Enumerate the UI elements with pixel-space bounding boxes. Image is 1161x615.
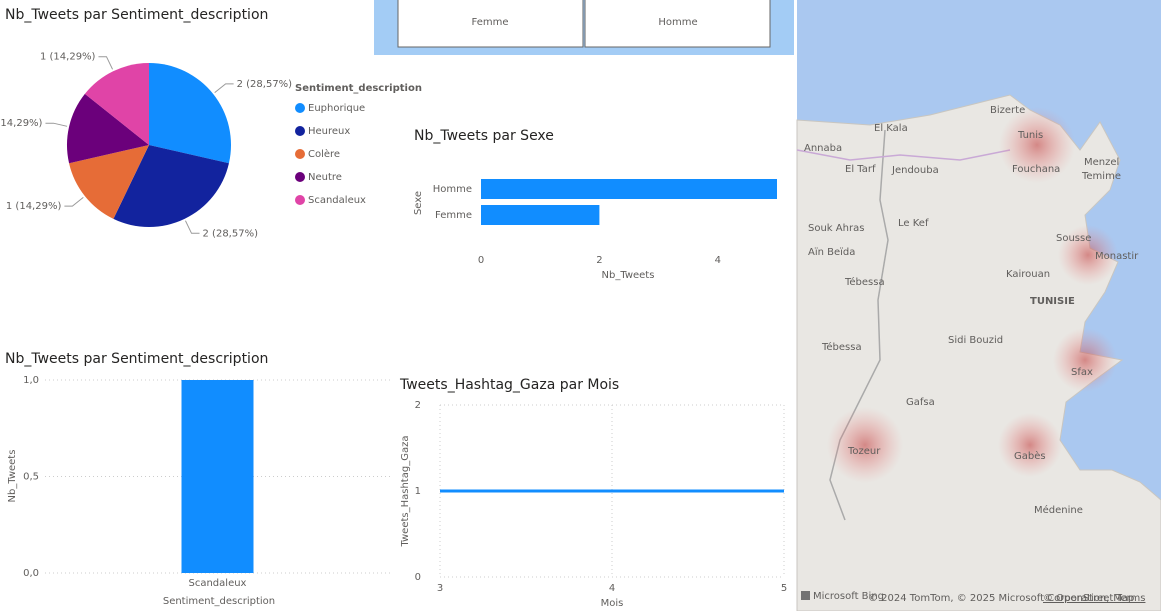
slicer-option[interactable]: Femme	[472, 17, 509, 28]
x-tick-label: 5	[781, 583, 787, 594]
map-place: Tébessa	[821, 341, 862, 353]
border	[829, 129, 889, 521]
legend-marker	[295, 103, 305, 113]
map-place: Aïn Beïda	[808, 247, 855, 258]
y-tick-label: 2	[415, 400, 421, 411]
y-tick-label: Femme	[435, 210, 472, 221]
legend-label: Heureux	[308, 126, 350, 137]
y-tick-label: 1	[415, 486, 421, 497]
map-place: Monastir	[1095, 251, 1139, 262]
map-place: El Tarf	[845, 164, 876, 175]
x-tick-label: 2	[596, 255, 602, 266]
chart-title: Tweets_Hashtag_Gaza par Mois	[399, 377, 619, 393]
map: Microsoft Bing © 2024 TomTom, © 2025 Mic…	[796, 0, 1161, 612]
heat-spot	[998, 413, 1062, 477]
legend-marker	[295, 149, 305, 159]
map-place: Gafsa	[906, 397, 935, 408]
y-axis-label: Nb_Tweets	[7, 450, 18, 503]
slicer-option[interactable]: Homme	[658, 17, 697, 28]
bar	[481, 205, 600, 225]
map-provider: Microsoft Bing	[813, 591, 884, 602]
data-label: 2 (28,57%)	[237, 79, 293, 90]
map-place: Kairouan	[1006, 269, 1050, 280]
map-link[interactable]: © OpenStreetMap	[1043, 593, 1134, 604]
data-label: 2 (28,57%)	[203, 228, 259, 239]
slicer-button[interactable]	[584, 0, 771, 48]
map-place: Gabès	[1014, 450, 1046, 462]
data-label: 1 (14,29%)	[6, 201, 62, 212]
map-place: Tunis	[1017, 130, 1043, 141]
legend-marker	[295, 126, 305, 136]
legend-title: Sentiment_description	[295, 83, 422, 94]
pie-slice	[66, 93, 149, 164]
legend-label: Colère	[308, 148, 340, 160]
map-place: Fouchana	[1012, 164, 1060, 175]
map-place: Sidi Bouzid	[948, 335, 1003, 346]
map-place: Sfax	[1071, 367, 1093, 378]
map-place: El Kala	[874, 123, 908, 134]
pie-slice	[149, 63, 231, 164]
x-tick-label: 4	[715, 255, 721, 266]
heat-spot	[999, 107, 1075, 183]
legend-label: Scandaleux	[308, 195, 366, 206]
leader-line	[98, 56, 114, 70]
map-place: Tébessa	[844, 276, 885, 288]
map-place: Souk Ahras	[808, 223, 864, 234]
x-axis-label: Sentiment_description	[163, 596, 275, 607]
slicer-button[interactable]	[397, 0, 584, 48]
leader-line	[64, 196, 84, 207]
pie-slice	[84, 63, 149, 145]
heat-spot	[827, 407, 903, 483]
legend-marker	[295, 172, 305, 182]
land	[796, 94, 1161, 612]
map-place: Menzel	[1084, 157, 1119, 168]
heat-spot	[1053, 328, 1117, 392]
x-tick-label: 4	[609, 583, 615, 594]
x-tick-label: 3	[437, 583, 443, 594]
map-place: TUNISIE	[1030, 296, 1075, 307]
map-place: Jendouba	[891, 165, 939, 176]
x-axis-label: Mois	[601, 598, 624, 609]
heat-spot	[1058, 225, 1118, 285]
data-label: 1 (14,29%)	[40, 52, 96, 63]
map-link[interactable]: Terms	[1115, 593, 1145, 604]
y-axis-label: Sexe	[413, 191, 424, 215]
road	[796, 149, 1011, 161]
legend-label: Neutre	[308, 172, 342, 183]
x-tick-label: Scandaleux	[189, 578, 247, 589]
y-axis-label: Tweets_Hashtag_Gaza	[400, 436, 411, 548]
map-place: Tozeur	[847, 446, 881, 457]
bar	[481, 179, 777, 199]
slicer: Femme Homme	[374, 0, 794, 55]
pie-slice	[69, 145, 149, 219]
chart-title: Nb_Tweets par Sexe	[414, 128, 554, 144]
leader-line	[45, 122, 68, 127]
data-label: 1 (14,29%)	[0, 118, 43, 129]
map-place: Sousse	[1056, 233, 1091, 244]
legend-label: Euphorique	[308, 103, 365, 114]
map-place: Le Kef	[898, 218, 929, 229]
map-place: Temime	[1081, 171, 1121, 182]
bar	[181, 380, 254, 573]
legend-marker	[295, 195, 305, 205]
pie-slice	[113, 145, 229, 227]
y-tick-label: 0,5	[23, 472, 39, 483]
chart-title: Nb_Tweets par Sentiment_description	[5, 7, 268, 23]
y-tick-label: 1,0	[23, 375, 39, 386]
y-tick-label: 0	[415, 572, 421, 583]
map-attribution: © 2024 TomTom, © 2025 Microsoft Corporat…	[868, 593, 1109, 604]
leader-line	[214, 83, 234, 94]
map-place: Annaba	[804, 143, 842, 154]
map-place: Bizerte	[990, 105, 1025, 116]
y-tick-label: Homme	[433, 184, 472, 195]
bing-logo	[801, 591, 810, 600]
chart-title: Nb_Tweets par Sentiment_description	[5, 351, 268, 367]
x-axis-label: Nb_Tweets	[602, 270, 655, 281]
leader-line	[184, 220, 200, 234]
x-tick-label: 0	[478, 255, 484, 266]
y-tick-label: 0,0	[23, 568, 39, 579]
map-place: Médenine	[1034, 504, 1083, 516]
